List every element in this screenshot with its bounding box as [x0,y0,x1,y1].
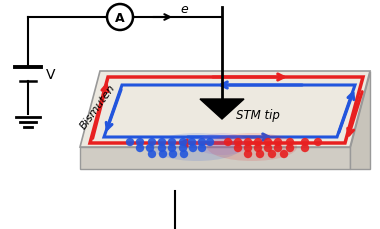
Circle shape [188,138,196,147]
Circle shape [146,144,154,153]
Circle shape [286,144,294,153]
Circle shape [126,138,134,147]
Circle shape [189,144,197,153]
Circle shape [244,138,252,147]
Circle shape [301,138,309,147]
Circle shape [301,144,309,153]
Circle shape [244,144,252,153]
Circle shape [198,138,206,147]
Circle shape [286,138,294,147]
Circle shape [274,144,282,153]
Polygon shape [80,147,350,169]
Circle shape [179,138,187,147]
Text: A: A [115,11,125,25]
Circle shape [168,138,176,147]
Circle shape [268,150,276,158]
Circle shape [234,138,242,147]
Circle shape [206,138,214,147]
Circle shape [158,138,166,147]
Text: V: V [46,68,55,82]
Circle shape [254,144,262,153]
Circle shape [136,144,144,153]
Circle shape [169,150,177,158]
Circle shape [179,144,187,153]
Ellipse shape [152,134,242,161]
Ellipse shape [195,134,250,155]
Text: e: e [180,3,188,16]
Circle shape [224,138,232,147]
Polygon shape [200,100,244,120]
Circle shape [148,138,156,147]
Text: STM tip: STM tip [236,108,280,121]
Circle shape [168,144,176,153]
Circle shape [274,138,282,147]
Circle shape [256,150,264,158]
Circle shape [136,138,144,147]
Polygon shape [80,72,370,147]
Circle shape [107,5,133,31]
Circle shape [264,144,272,153]
Polygon shape [350,72,370,169]
Circle shape [254,138,262,147]
Circle shape [159,150,167,158]
Circle shape [198,144,206,153]
Circle shape [244,150,252,158]
Circle shape [148,150,156,158]
Circle shape [280,150,288,158]
Ellipse shape [207,134,297,161]
Circle shape [234,144,242,153]
Circle shape [158,144,166,153]
Text: Bismuten: Bismuten [79,82,117,131]
Circle shape [264,138,272,147]
Circle shape [314,138,322,147]
Circle shape [180,150,188,158]
